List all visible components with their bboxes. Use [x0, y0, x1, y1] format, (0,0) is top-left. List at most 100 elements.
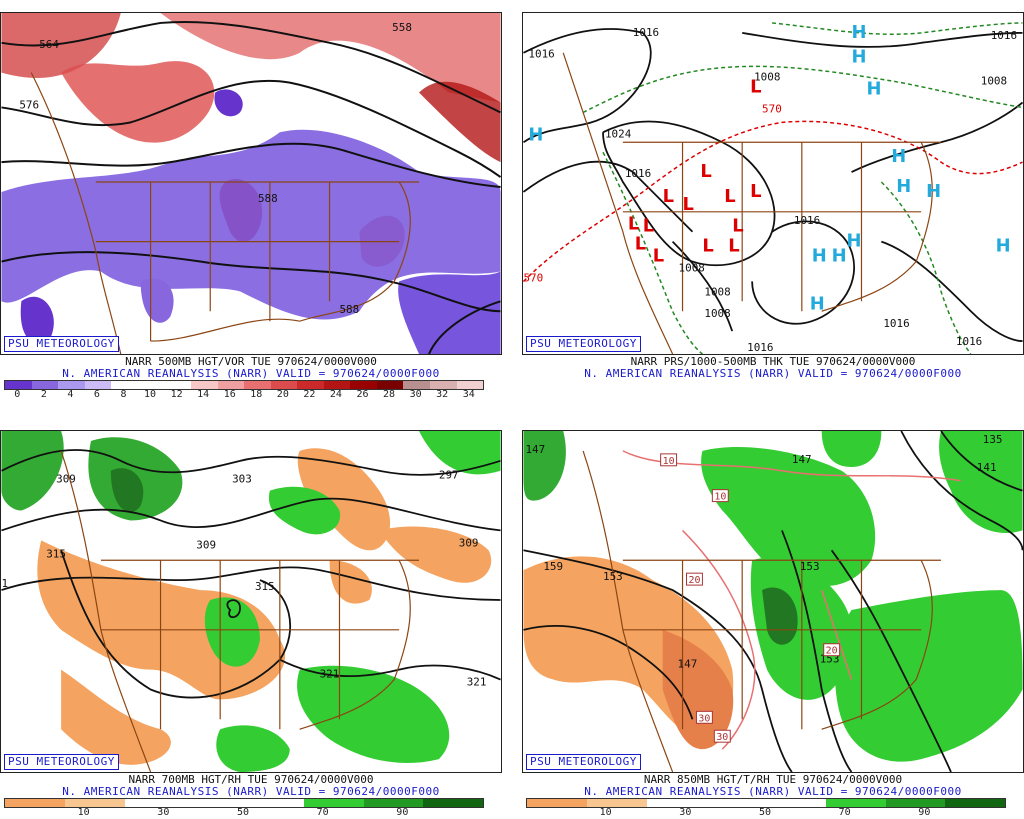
- vorticity-positive-area: [1, 13, 501, 103]
- humidity-colorbar: [4, 798, 484, 808]
- contour-label: 588: [258, 192, 278, 205]
- thickness-line: [523, 120, 1023, 282]
- height-contour: [1, 142, 501, 188]
- thickness-label: 570: [523, 271, 543, 284]
- colorbar-tick-label: 12: [170, 389, 183, 400]
- high-pressure-symbol: H: [852, 22, 867, 43]
- low-pressure-symbol: L: [702, 236, 713, 257]
- contour-label: 309: [459, 536, 479, 549]
- low-pressure-symbol: L: [663, 186, 674, 207]
- colorbar-swatch: [586, 799, 647, 807]
- isobar-label: 1016: [991, 29, 1017, 42]
- dry-area: [662, 629, 734, 750]
- border-line: [150, 318, 300, 342]
- colorbar-swatch: [58, 381, 85, 389]
- contour-label: 303: [232, 473, 252, 486]
- height-contour: [226, 599, 241, 619]
- coastline: [60, 450, 152, 772]
- map-caption: NARR 700MB HGT/RH TUE 970624/0000V000: [128, 773, 374, 786]
- low-pressure-symbol: L: [750, 77, 761, 98]
- high-pressure-symbol: H: [866, 79, 881, 100]
- colorbar-tick-label: 70: [838, 807, 851, 818]
- contour-label: 1: [1, 577, 8, 590]
- height-contour: [940, 431, 1023, 492]
- height-contour: [1, 251, 501, 313]
- low-pressure-symbol: L: [628, 214, 639, 235]
- colorbar-tick-label: 18: [250, 389, 263, 400]
- height-contour: [523, 625, 694, 720]
- colorbar-swatch: [825, 799, 886, 807]
- colorbar-tick-label: 50: [758, 807, 772, 818]
- colorbar-swatch: [111, 381, 138, 389]
- height-contour: [900, 431, 1023, 551]
- contour-label: 588: [339, 303, 359, 316]
- high-pressure-symbol: H: [832, 246, 847, 267]
- dry-area: [329, 560, 372, 604]
- height-contour: [1, 497, 501, 532]
- isobar-label: 1008: [704, 285, 730, 298]
- temperature-label: 10: [663, 456, 675, 467]
- thickness-label: 570: [762, 102, 782, 115]
- high-pressure-symbol: H: [528, 124, 543, 145]
- high-pressure-symbol: H: [896, 176, 911, 197]
- map-pressure-svg: 1016 1016 1024 1016 1008 1016 1008 1008 …: [523, 13, 1023, 354]
- colorbar-tick-label: 34: [462, 389, 475, 400]
- map-500mb: 564 576 558 588 588: [0, 12, 502, 355]
- isobar: [881, 240, 1023, 342]
- colorbar-swatch: [430, 381, 457, 389]
- vorticity-colorbar-ticks: 0 2 4 6 8 10 12 14 16 18 20 22 24 26 28 30 32 34: [4, 389, 482, 401]
- isobar-label: 1016: [794, 214, 820, 227]
- colorbar-swatch: [190, 381, 218, 389]
- colorbar-swatch: [137, 381, 165, 389]
- colorbar-swatch: [31, 381, 59, 389]
- temperature-line: [821, 589, 853, 680]
- low-pressure-symbol: L: [750, 181, 761, 202]
- coastline: [299, 181, 411, 322]
- temperature-line: [682, 529, 756, 750]
- colorbar-tick-label: 16: [223, 389, 236, 400]
- colorbar-swatch: [403, 381, 430, 389]
- colorbar-tick-label: 10: [599, 807, 612, 818]
- colorbar-swatch: [297, 381, 324, 389]
- map-caption: NARR 850MB HGT/T/RH TUE 970624/0000V000: [643, 773, 903, 786]
- colorbar-swatch: [217, 381, 245, 389]
- colorbar-swatch: [323, 381, 351, 389]
- humidity-colorbar-ticks: 10 30 50 70 90: [4, 807, 482, 819]
- map-pressure-thickness: 1016 1016 1024 1016 1008 1016 1008 1008 …: [522, 12, 1024, 355]
- colorbar-swatch: [244, 381, 271, 389]
- contour-label: 309: [196, 538, 216, 551]
- psu-credit-label: PSU METEOROLOGY: [4, 336, 119, 352]
- isobar: [523, 28, 652, 143]
- high-pressure-symbol: H: [754, 351, 769, 354]
- moist-area: [821, 431, 882, 468]
- map-valid-caption: N. AMERICAN REANALYSIS (NARR) VALID = 97…: [584, 367, 962, 380]
- contour-label: 576: [19, 98, 39, 111]
- low-pressure-symbol: L: [653, 246, 664, 267]
- panel-850mb: 147 159 153 153 147 153 141 135 147 10 1…: [522, 418, 1024, 819]
- contour-label: 147: [525, 443, 545, 456]
- colorbar-swatch: [376, 381, 404, 389]
- contour-label: 297: [439, 469, 459, 482]
- contour-label: 309: [56, 473, 76, 486]
- map-500mb-svg: 564 576 558 588 588: [1, 13, 501, 354]
- moist-area: [523, 431, 566, 501]
- contour-label: 564: [39, 38, 59, 51]
- colorbar-tick-label: 28: [383, 389, 396, 400]
- contour-label: 321: [467, 676, 487, 689]
- colorbar-tick-label: 10: [144, 389, 157, 400]
- isobar-label: 1008: [704, 307, 730, 320]
- panel-500mb: 564 576 558 588 588 PSU METEOROLOGY NARR…: [0, 0, 502, 401]
- vorticity-negative-area: [20, 296, 54, 344]
- colorbar-tick-label: 4: [67, 389, 74, 400]
- panel-pressure-thickness: 1016 1016 1024 1016 1008 1016 1008 1008 …: [522, 0, 1024, 398]
- height-contour: [1, 449, 501, 476]
- vorticity-positive-area: [1, 13, 121, 78]
- humidity-colorbar-ticks: 10 30 50 70 90: [526, 807, 1004, 819]
- temperature-label: 20: [688, 575, 700, 586]
- isobar-label: 1016: [883, 317, 909, 330]
- colorbar-tick-label: 2: [40, 389, 47, 400]
- isobar-label: 1024: [605, 127, 632, 140]
- colorbar-swatch: [184, 799, 244, 807]
- height-contour: [1, 79, 501, 178]
- colorbar-swatch: [423, 799, 483, 807]
